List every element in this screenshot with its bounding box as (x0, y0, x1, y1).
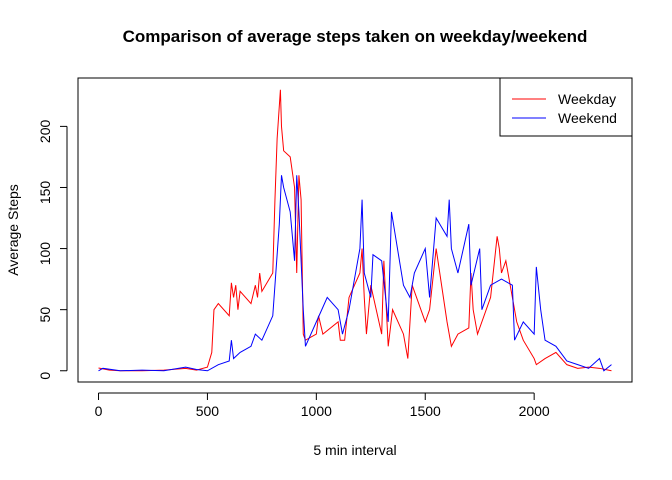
x-tick-label: 0 (95, 403, 103, 419)
series-line (98, 175, 612, 372)
x-tick-label: 500 (196, 403, 220, 419)
chart-title: Comparison of average steps taken on wee… (123, 27, 588, 46)
y-tick-label: 0 (37, 372, 53, 380)
y-tick-label: 50 (37, 307, 53, 323)
x-tick-label: 1500 (410, 403, 441, 419)
x-tick-label: 2000 (519, 403, 550, 419)
legend-box (499, 77, 633, 137)
y-tick-label: 150 (37, 181, 53, 205)
y-axis-label: Average Steps (5, 184, 21, 276)
x-tick-label: 1000 (301, 403, 332, 419)
legend-label: Weekday (558, 91, 616, 107)
y-tick-label: 100 (37, 242, 53, 266)
y-tick-label: 200 (37, 119, 53, 143)
series-line (98, 89, 612, 372)
x-axis-label: 5 min interval (313, 442, 396, 458)
legend-label: Weekend (558, 110, 617, 126)
plot-box (77, 77, 633, 383)
